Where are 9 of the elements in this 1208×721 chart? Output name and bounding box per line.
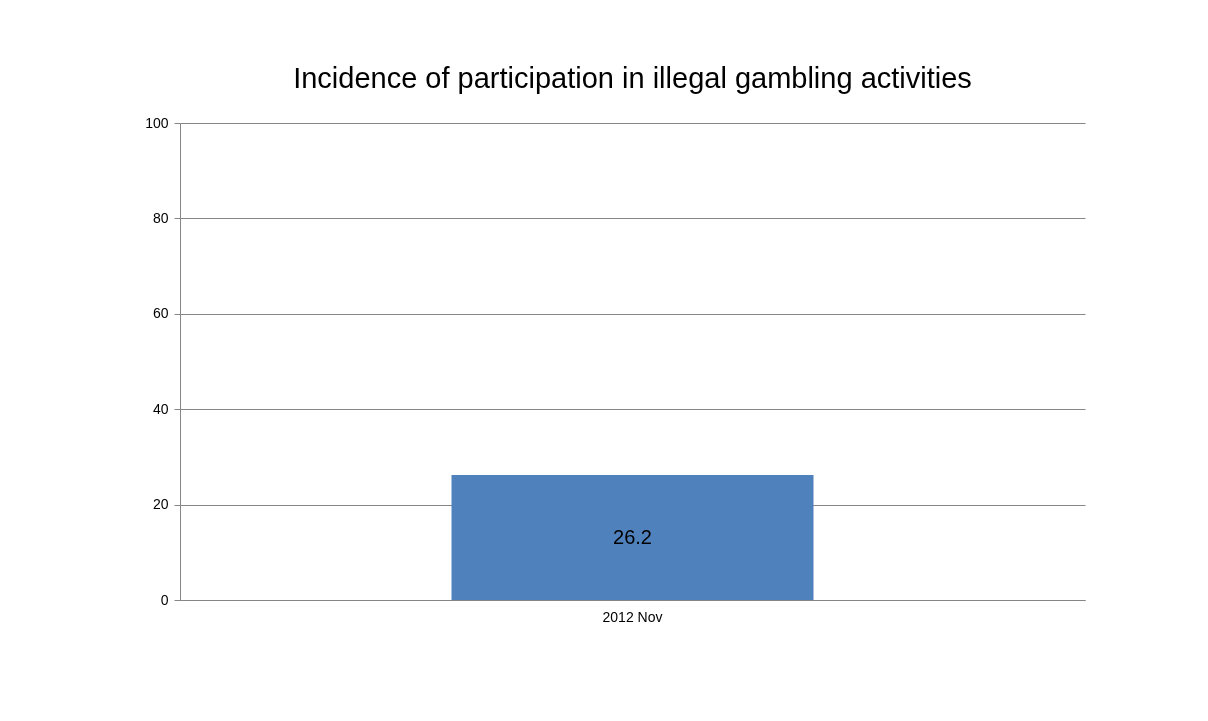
data-label: 26.2 (613, 525, 652, 548)
y-tick-label: 40 (152, 400, 169, 417)
y-tick-label: 20 (152, 496, 169, 513)
chart-title: Incidence of participation in illegal gambling activities (293, 62, 972, 94)
x-tick-label: 2012 Nov (602, 608, 663, 625)
y-tick-label: 60 (152, 305, 169, 322)
y-tick-label: 0 (160, 591, 169, 608)
y-tick-label: 80 (152, 209, 169, 226)
y-tick-label: 100 (145, 114, 169, 131)
